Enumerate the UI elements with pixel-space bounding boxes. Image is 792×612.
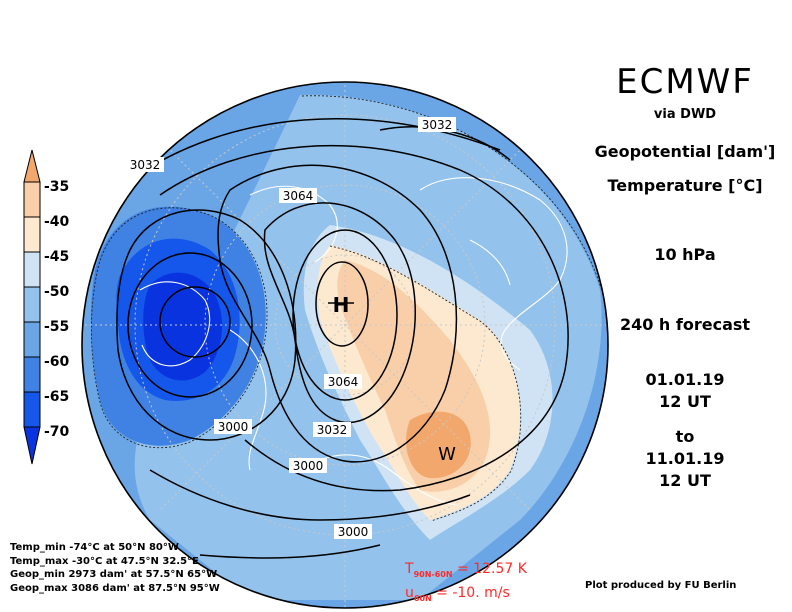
colorbar-segment (23, 391, 41, 428)
colorbar-top-arrow (23, 149, 41, 183)
colorbar-segment (23, 251, 41, 288)
start-date: 01.01.19 (645, 370, 725, 389)
end-date: 11.01.19 (645, 449, 725, 468)
forecast-length: 240 h forecast (619, 315, 751, 334)
to-label: to (675, 427, 695, 446)
contour-label: 3000 (218, 420, 249, 434)
start-time: 12 UT (659, 392, 711, 411)
contour-label: 3064 (328, 375, 359, 389)
stat-geop-min: Geop_min 2973 dam' at 57.5°N 65°W (10, 569, 218, 580)
u-symbol: u (405, 584, 414, 601)
contour-labels: 3032 3032 3064 3064 3000 3032 3000 3000 (126, 117, 456, 539)
zonal-wind: u60N = -10. m/s (405, 584, 527, 608)
contour-label: 3032 (317, 423, 348, 437)
contour-label: 3032 (422, 118, 453, 132)
credit-line: Plot produced by FU Berlin (585, 580, 737, 591)
warm-marker: W (438, 444, 456, 465)
variable-geopotential: Geopotential [dam'] (594, 142, 776, 161)
temperature-difference: T90N-60N = 12.57 K (405, 560, 527, 584)
colorbar-segment (23, 181, 41, 218)
colorbar-bottom-arrow (23, 426, 41, 465)
pressure-level: 10 hPa (654, 245, 716, 264)
colorbar-label: -55 (44, 319, 70, 335)
model-title: ECMWF (616, 62, 754, 102)
geopotential-contours (116, 118, 569, 559)
stat-temp-min: Temp_min -74°C at 50°N 80°W (10, 542, 179, 553)
colorbar-label: -40 (44, 214, 70, 230)
colorbar-label: -35 (44, 179, 70, 195)
colorbar-segment (23, 321, 41, 358)
colorbar-label: -70 (44, 424, 70, 440)
colorbar-label: -50 (44, 284, 70, 300)
u-value: = -10. m/s (436, 584, 510, 601)
variable-temperature: Temperature [°C] (607, 176, 763, 195)
contour-label: 3064 (283, 189, 314, 203)
colorbar-segment (23, 216, 41, 253)
contour-label: 3032 (130, 158, 161, 172)
high-marker: H (333, 293, 350, 317)
u-subscript: 60N (413, 593, 432, 603)
end-time: 12 UT (659, 471, 711, 490)
colorbar-segment (23, 356, 41, 393)
colorbar (23, 149, 41, 465)
colorbar-segment (23, 286, 41, 323)
map-frame (81, 81, 609, 609)
t-value: = 12.57 K (457, 561, 527, 577)
t-subscript: 90N-60N (413, 569, 453, 579)
contour-label: 3000 (338, 525, 369, 539)
contour-label: 3000 (293, 459, 324, 473)
coastlines (139, 177, 568, 506)
stat-geop-max: Geop_max 3086 dam' at 87.5°N 95°W (10, 582, 220, 594)
field-statistics: Temp_min -74°C at 50°N 80°W Temp_max -30… (10, 541, 220, 595)
colorbar-label: -60 (44, 354, 70, 370)
t-symbol: T (405, 561, 414, 577)
source-label: via DWD (653, 107, 717, 122)
colorbar-label: -65 (44, 389, 70, 405)
colorbar-label: -45 (44, 249, 70, 265)
stat-temp-max: Temp_max -30°C at 47.5°N 32.5°E (10, 555, 199, 567)
diagnostic-indices: T90N-60N = 12.57 K u60N = -10. m/s (405, 560, 527, 608)
